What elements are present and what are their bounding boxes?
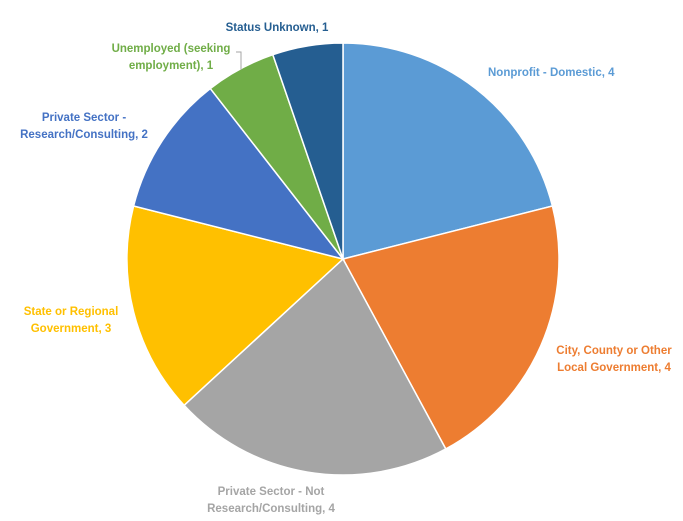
leader-line-unemployed	[236, 51, 242, 70]
pie-slice-4	[126, 205, 345, 407]
data-labels: Nonprofit - Domestic, 4 City, County or O…	[20, 22, 672, 515]
data-label-6: Unemployed (seeking employment), 1	[112, 43, 231, 72]
pie-slice-3	[183, 257, 447, 476]
data-label-1: Nonprofit - Domestic, 4	[488, 67, 615, 79]
data-label-2: City, County or Other Local Government, 4	[556, 345, 672, 374]
pie-slice-7	[271, 42, 344, 260]
leader-lines	[236, 51, 242, 70]
pie-slices	[126, 42, 560, 476]
data-label-7: Status Unknown, 1	[226, 22, 329, 34]
pie-slice-2	[341, 205, 560, 450]
pie-slice-1	[342, 42, 554, 260]
data-label-5: Private Sector -Research/Consulting, 2	[20, 112, 148, 141]
pie-slice-5	[132, 87, 345, 261]
data-label-4: State or Regional Government, 3	[24, 306, 119, 335]
data-label-3: Private Sector - Not Research/Consulting,…	[207, 486, 335, 515]
